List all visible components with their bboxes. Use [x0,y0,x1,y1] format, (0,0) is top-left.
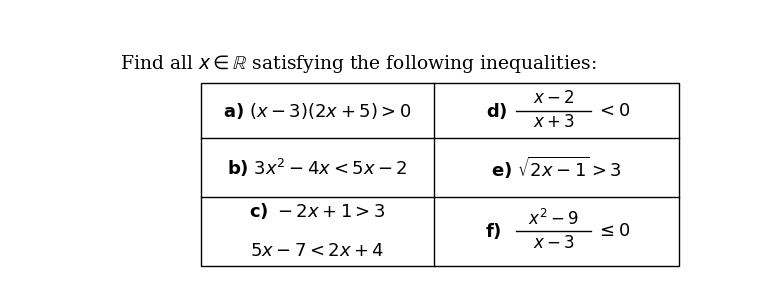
Text: $\mathbf{e)}\ \sqrt{2x-1}>3$: $\mathbf{e)}\ \sqrt{2x-1}>3$ [491,154,622,181]
Text: Find all $x \in \mathbb{R}$ satisfying the following inequalities:: Find all $x \in \mathbb{R}$ satisfying t… [120,53,597,75]
Text: $5x-7<2x+4$: $5x-7<2x+4$ [251,242,385,260]
Text: $\mathbf{f)}$: $\mathbf{f)}$ [486,221,502,241]
Text: $x-2$: $x-2$ [533,90,574,107]
Text: $\mathbf{c)}\ -2x+1>3$: $\mathbf{c)}\ -2x+1>3$ [249,202,386,221]
Text: $\mathbf{d)}$: $\mathbf{d)}$ [486,101,507,121]
Text: $\mathbf{a)}\ (x-3)(2x+5)>0$: $\mathbf{a)}\ (x-3)(2x+5)>0$ [224,101,412,121]
Text: $x-3$: $x-3$ [533,235,574,252]
Text: $\mathbf{b)}\ 3x^2-4x<5x-2$: $\mathbf{b)}\ 3x^2-4x<5x-2$ [227,157,408,179]
Text: $\leq 0$: $\leq 0$ [596,222,631,240]
Bar [201,83,679,266]
Text: $x^2-9$: $x^2-9$ [528,209,579,229]
Text: $x+3$: $x+3$ [533,115,574,131]
Text: $<0$: $<0$ [596,102,631,120]
